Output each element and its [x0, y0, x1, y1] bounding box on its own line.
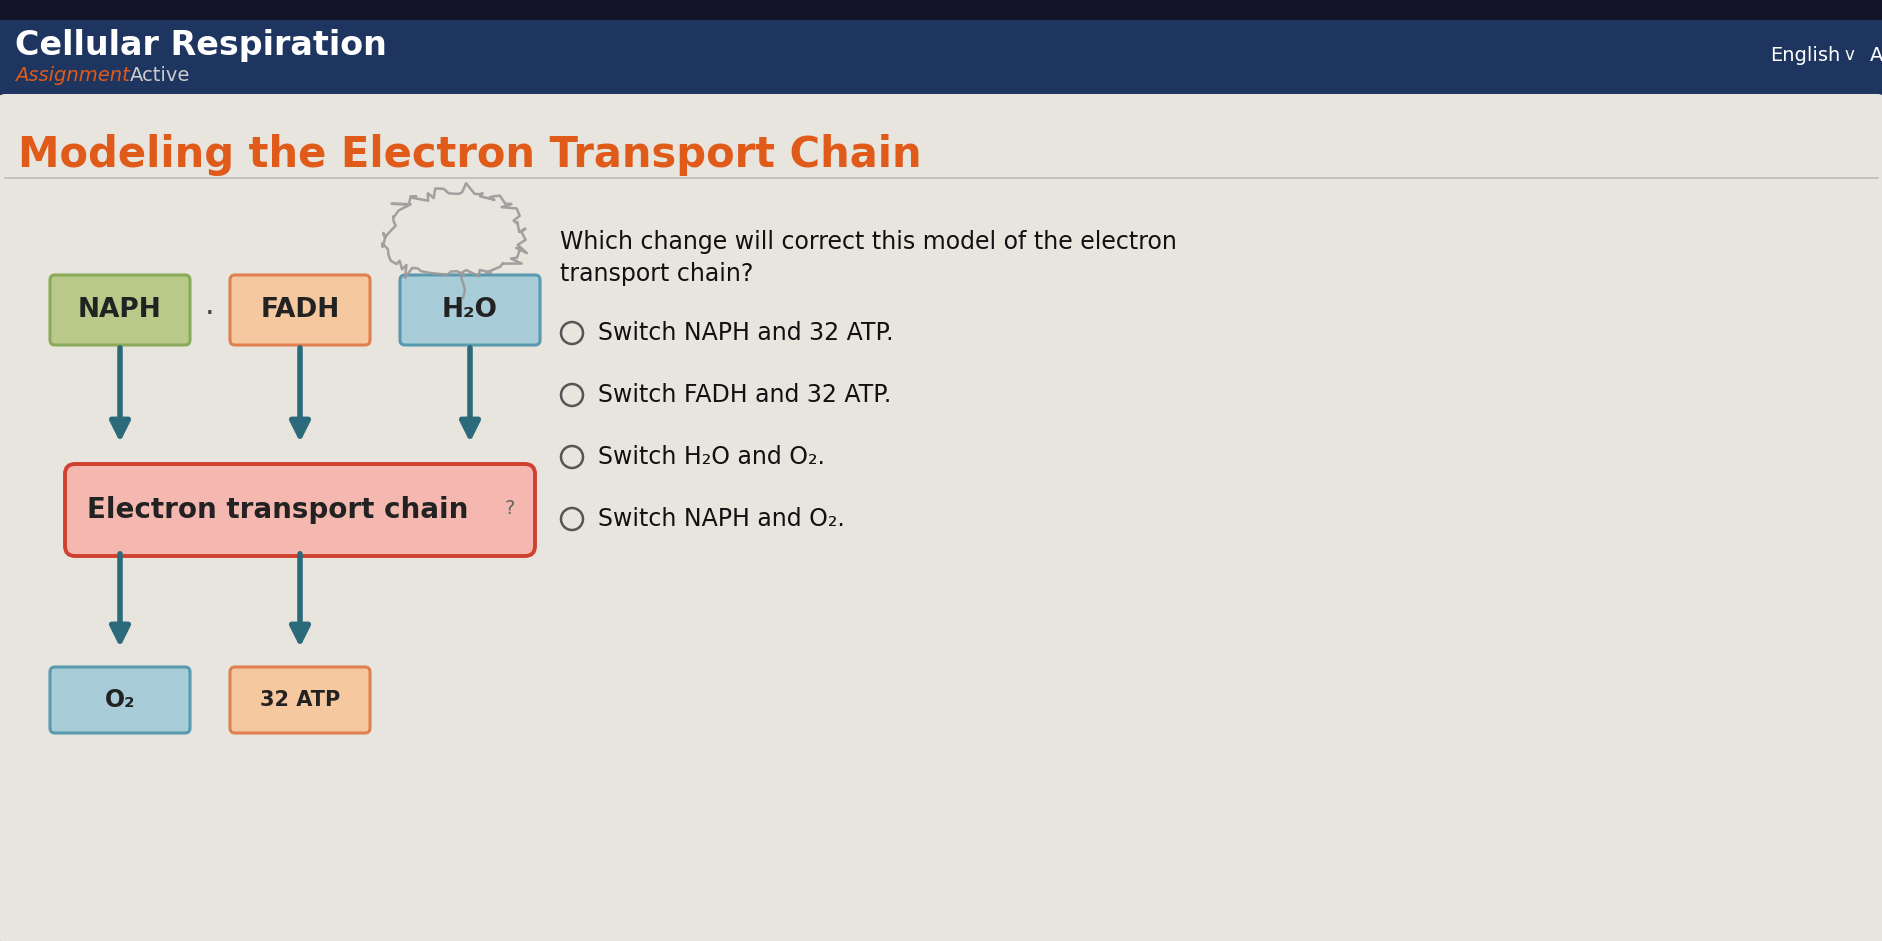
Text: Which change will correct this model of the electron: Which change will correct this model of … [559, 230, 1176, 254]
FancyBboxPatch shape [0, 15, 1882, 20]
Text: 32 ATP: 32 ATP [260, 690, 341, 710]
FancyBboxPatch shape [0, 45, 1882, 50]
FancyBboxPatch shape [0, 20, 1882, 25]
Text: English: English [1769, 45, 1839, 65]
Circle shape [561, 384, 583, 406]
Text: Switch H₂O and O₂.: Switch H₂O and O₂. [598, 445, 824, 469]
Text: Modeling the Electron Transport Chain: Modeling the Electron Transport Chain [19, 134, 920, 176]
FancyBboxPatch shape [0, 95, 1882, 941]
Text: FADH: FADH [260, 297, 339, 323]
FancyBboxPatch shape [0, 5, 1882, 10]
FancyBboxPatch shape [0, 25, 1882, 30]
Text: ?: ? [504, 499, 516, 518]
Text: Cellular Respiration: Cellular Respiration [15, 28, 386, 61]
FancyBboxPatch shape [0, 65, 1882, 70]
FancyBboxPatch shape [0, 30, 1882, 35]
FancyBboxPatch shape [0, 95, 1882, 100]
Text: NAPH: NAPH [77, 297, 162, 323]
FancyBboxPatch shape [399, 275, 540, 345]
FancyBboxPatch shape [51, 667, 190, 733]
FancyBboxPatch shape [0, 35, 1882, 40]
FancyBboxPatch shape [0, 90, 1882, 95]
Circle shape [561, 446, 583, 468]
Text: transport chain?: transport chain? [559, 262, 753, 286]
Text: Electron transport chain: Electron transport chain [87, 496, 469, 524]
Text: Switch NAPH and 32 ATP.: Switch NAPH and 32 ATP. [598, 321, 894, 345]
Text: Switch NAPH and O₂.: Switch NAPH and O₂. [598, 507, 845, 531]
Circle shape [561, 508, 583, 530]
Text: v: v [1844, 46, 1854, 64]
Text: Switch FADH and 32 ATP.: Switch FADH and 32 ATP. [598, 383, 890, 407]
Text: Active: Active [130, 66, 190, 85]
FancyBboxPatch shape [0, 0, 1882, 95]
Circle shape [561, 322, 583, 344]
FancyBboxPatch shape [66, 464, 534, 556]
FancyBboxPatch shape [0, 75, 1882, 80]
FancyBboxPatch shape [0, 80, 1882, 85]
Text: H₂O: H₂O [442, 297, 497, 323]
FancyBboxPatch shape [51, 275, 190, 345]
FancyBboxPatch shape [0, 10, 1882, 15]
FancyBboxPatch shape [0, 40, 1882, 45]
FancyBboxPatch shape [0, 50, 1882, 55]
Text: O₂: O₂ [105, 688, 136, 712]
Text: A: A [1869, 45, 1882, 65]
Text: ·: · [205, 300, 215, 329]
FancyBboxPatch shape [230, 667, 369, 733]
FancyBboxPatch shape [230, 275, 369, 345]
FancyBboxPatch shape [0, 0, 1882, 20]
FancyBboxPatch shape [0, 0, 1882, 5]
FancyBboxPatch shape [0, 85, 1882, 90]
FancyBboxPatch shape [0, 70, 1882, 75]
FancyBboxPatch shape [0, 55, 1882, 60]
FancyBboxPatch shape [0, 60, 1882, 65]
Text: Assignment: Assignment [15, 66, 130, 85]
FancyBboxPatch shape [0, 94, 1882, 941]
